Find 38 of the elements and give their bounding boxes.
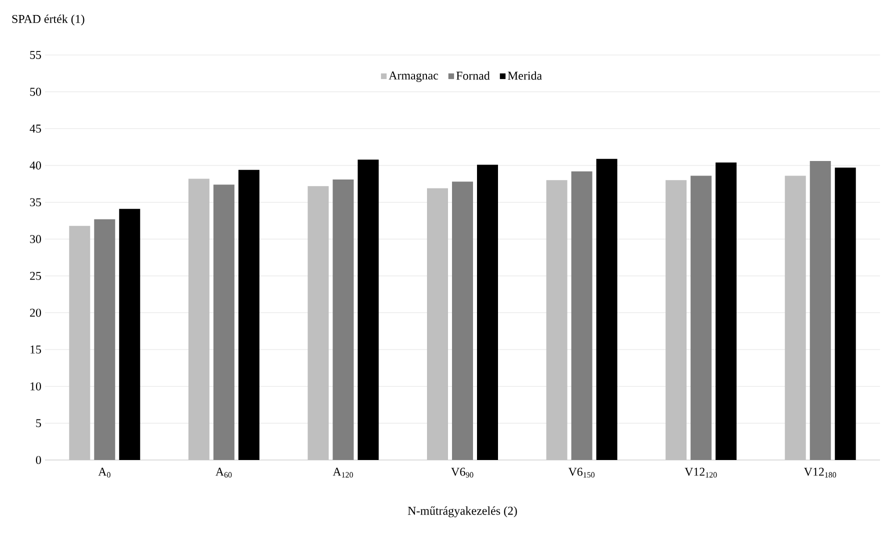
y-tick-label: 0 <box>36 456 42 464</box>
bar <box>596 158 618 460</box>
bar <box>810 161 831 460</box>
x-tick-label: V6$_{150}$ <box>568 468 595 478</box>
bar <box>452 182 474 460</box>
y-tick-label: 15 <box>30 346 42 354</box>
bar <box>358 160 379 460</box>
x-tick-label: V12$_{180}$ <box>804 468 836 478</box>
bar <box>690 176 712 460</box>
y-tick-label: 25 <box>30 272 42 280</box>
y-tick-label: 35 <box>30 198 42 206</box>
y-tick-label: 55 <box>30 51 42 59</box>
bar <box>119 208 140 460</box>
x-tick-label: A$_{60}$ <box>215 468 232 478</box>
legend-label: Fornad <box>456 71 490 80</box>
legend-label: Merida <box>508 71 542 80</box>
bar <box>94 219 116 460</box>
x-tick-label: A$_{0}$ <box>98 468 110 478</box>
bar <box>213 184 234 460</box>
x-tick-label: V12$_{120}$ <box>684 468 717 478</box>
y-tick-label: 50 <box>30 88 42 96</box>
y-tick-label: 10 <box>30 382 42 390</box>
x-axis-title: N-műtrágyakezelés (2) <box>408 506 517 518</box>
y-tick-label: 40 <box>30 161 42 170</box>
y-tick-label: 30 <box>30 235 42 244</box>
bar <box>834 168 856 460</box>
y-axis-title: SPAD érték (1) <box>12 14 84 26</box>
bar <box>716 162 737 460</box>
bar <box>477 164 498 460</box>
legend-label: Armagnac <box>388 72 438 82</box>
x-tick-label: V6$_{90}$ <box>451 468 474 478</box>
y-tick-label: 20 <box>30 308 42 317</box>
y-tick-label: 45 <box>30 124 42 133</box>
bar <box>332 179 354 460</box>
bar <box>238 170 260 460</box>
y-tick-label: 5 <box>36 419 42 428</box>
x-tick-label: A$_{120}$ <box>332 468 353 478</box>
bar <box>571 171 592 460</box>
